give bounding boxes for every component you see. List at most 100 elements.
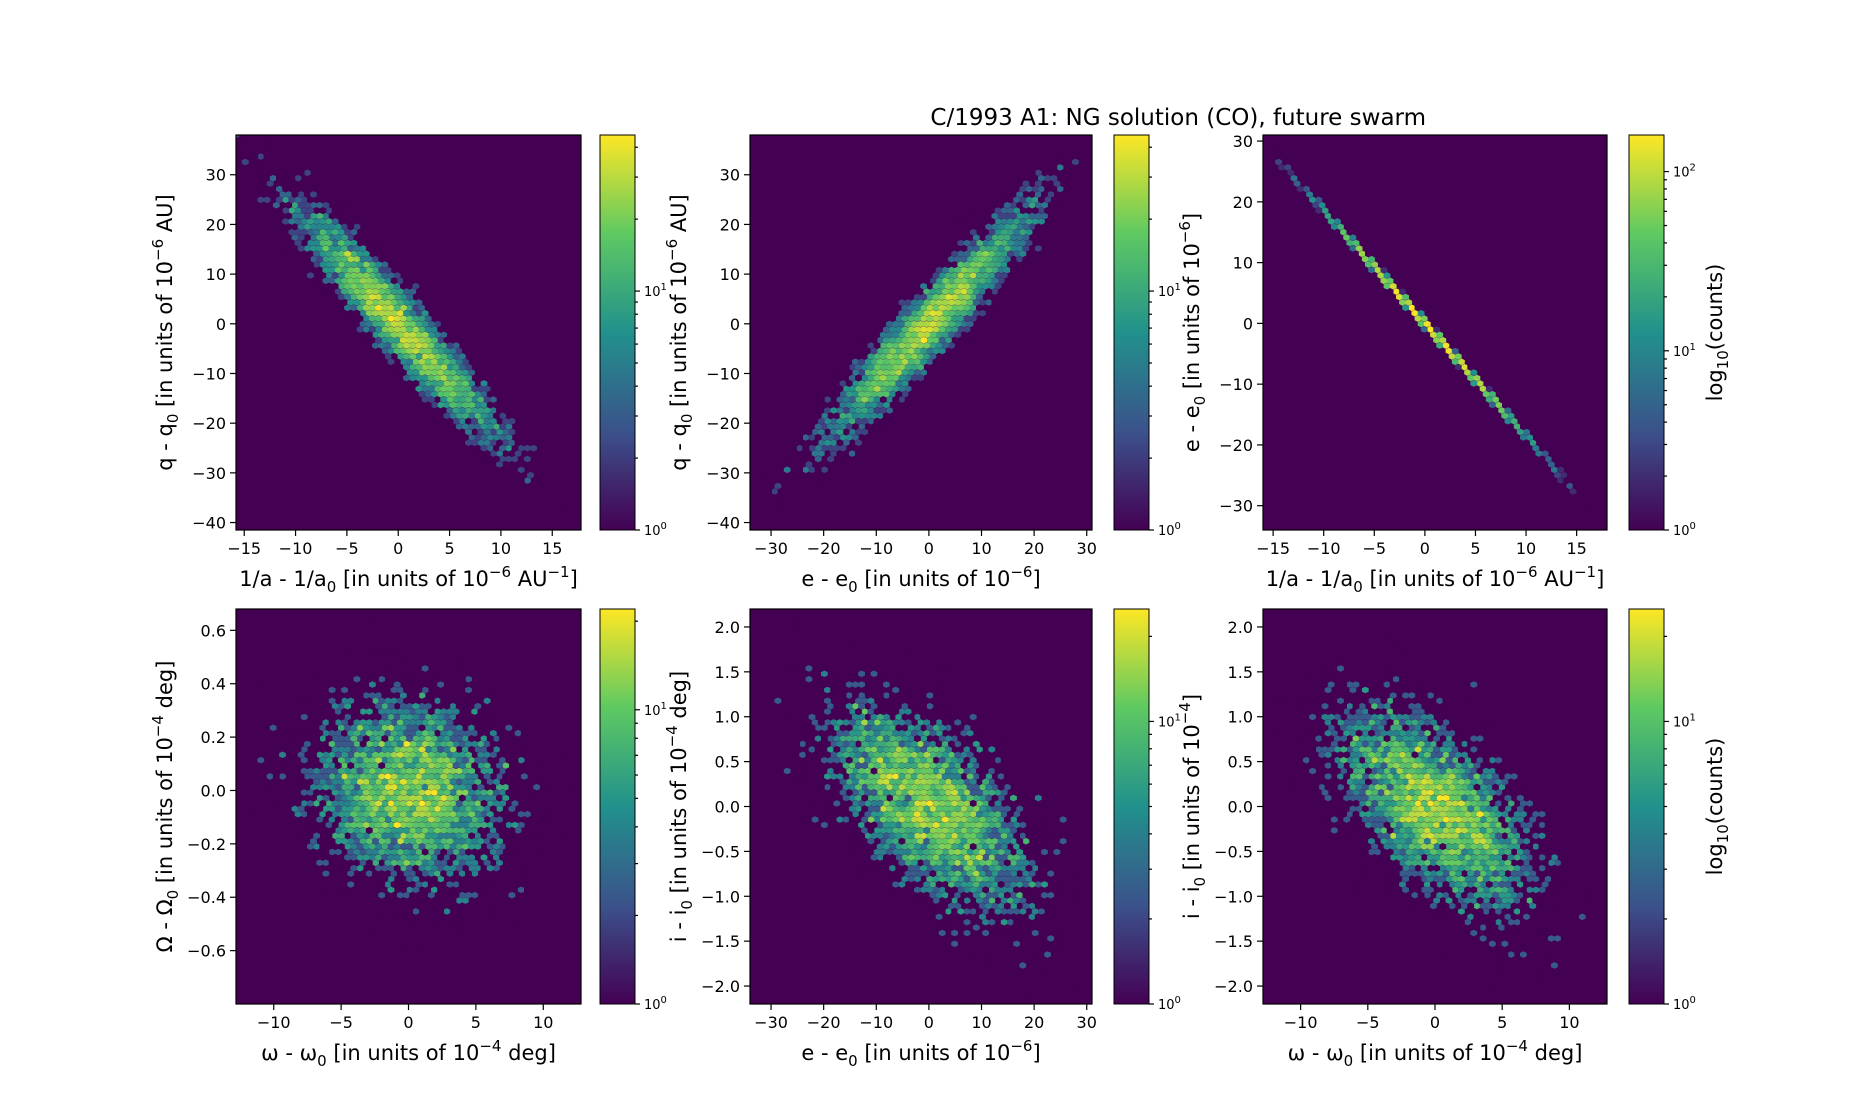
hex-bin bbox=[1544, 455, 1552, 463]
hex-bin bbox=[898, 837, 906, 845]
hex-bin bbox=[910, 363, 918, 371]
hex-bin bbox=[957, 886, 965, 894]
hex-bin bbox=[910, 827, 918, 834]
hex-bin bbox=[867, 773, 875, 780]
hex-bin bbox=[774, 482, 782, 490]
hex-bin bbox=[1467, 837, 1475, 845]
hex-bin bbox=[842, 665, 850, 672]
hex-bin bbox=[1380, 773, 1388, 780]
hex-bin bbox=[489, 816, 497, 823]
hex-bin bbox=[381, 854, 389, 861]
hex-bin bbox=[403, 299, 410, 306]
hex-bin bbox=[1315, 735, 1323, 742]
hex-bin bbox=[1380, 740, 1388, 748]
hex-bin bbox=[1442, 794, 1450, 802]
hex-bin bbox=[1430, 783, 1437, 791]
hex-bin bbox=[347, 708, 355, 715]
hex-bin bbox=[929, 827, 937, 834]
hex-bin bbox=[1408, 735, 1416, 742]
hex-bin bbox=[793, 450, 800, 457]
hex-bin bbox=[300, 756, 308, 764]
hex-bin bbox=[483, 740, 491, 748]
hex-bin bbox=[331, 239, 339, 247]
hex-bin bbox=[917, 837, 924, 845]
hex-bin bbox=[403, 783, 410, 791]
hex-bin bbox=[1013, 196, 1020, 204]
hex-bin bbox=[1498, 827, 1506, 834]
hex-bin bbox=[449, 390, 457, 398]
hex-bin bbox=[1448, 740, 1456, 748]
hex-bin bbox=[914, 832, 921, 840]
hex-bin bbox=[914, 897, 921, 904]
hex-bin bbox=[375, 326, 382, 333]
hex-bin bbox=[1510, 827, 1518, 834]
hex-bin bbox=[511, 767, 519, 775]
hex-bin bbox=[1492, 396, 1499, 403]
hex-bin bbox=[1065, 169, 1073, 177]
hex-bin bbox=[1034, 169, 1042, 177]
hex-bin bbox=[1377, 800, 1385, 807]
hex-bin bbox=[514, 794, 522, 802]
hex-bin bbox=[458, 396, 466, 403]
hex-bin bbox=[334, 827, 342, 834]
hex-bin bbox=[437, 886, 444, 894]
hex-bin bbox=[356, 304, 364, 312]
hex-bin bbox=[387, 875, 395, 883]
hex-bin bbox=[1482, 778, 1490, 786]
hex-bin bbox=[1352, 886, 1360, 894]
hex-bin bbox=[1504, 837, 1512, 845]
hex-bin bbox=[938, 854, 946, 861]
hex-bin bbox=[861, 740, 869, 748]
hex-bin bbox=[1489, 821, 1496, 829]
hex-bin bbox=[805, 740, 813, 748]
hex-bin bbox=[489, 719, 497, 726]
hex-bin bbox=[941, 708, 949, 715]
hex-bin bbox=[957, 250, 965, 258]
hex-bin bbox=[982, 228, 989, 236]
hex-bin bbox=[1427, 326, 1434, 333]
hex-bin bbox=[976, 832, 983, 840]
hex-bin bbox=[941, 665, 949, 672]
hex-bin bbox=[879, 396, 887, 403]
y-tick-label: 1.5 bbox=[715, 663, 740, 682]
hex-bin bbox=[1272, 735, 1279, 742]
hex-bin bbox=[353, 245, 361, 252]
hex-bin bbox=[1340, 789, 1347, 796]
hex-bin bbox=[334, 234, 342, 241]
hex-bin bbox=[325, 228, 333, 236]
hex-bin bbox=[1352, 681, 1360, 688]
hex-bin bbox=[483, 913, 491, 921]
hex-bin bbox=[272, 740, 280, 748]
hex-bin bbox=[1028, 870, 1036, 877]
hex-bin bbox=[883, 767, 890, 775]
hex-bin bbox=[876, 336, 884, 344]
hex-bin bbox=[1097, 137, 1104, 144]
hex-bin bbox=[932, 724, 940, 732]
hex-bin bbox=[1461, 827, 1468, 834]
hex-bin bbox=[458, 837, 466, 845]
hex-bin bbox=[334, 729, 342, 737]
hex-bin bbox=[926, 800, 934, 807]
hex-bin bbox=[938, 821, 946, 829]
hex-bin bbox=[452, 837, 460, 845]
hex-bin bbox=[979, 827, 986, 834]
hex-bin bbox=[1062, 940, 1070, 948]
hex-bin bbox=[483, 697, 491, 705]
hex-bin bbox=[455, 918, 463, 926]
hex-bin bbox=[325, 713, 333, 721]
hex-bin bbox=[1402, 746, 1409, 753]
hex-bin bbox=[1321, 810, 1329, 818]
hex-bin bbox=[938, 304, 946, 312]
hex-bin bbox=[341, 708, 348, 715]
hex-bin bbox=[920, 713, 927, 721]
hex-bin bbox=[1000, 864, 1008, 872]
hex-bin bbox=[1445, 767, 1453, 775]
hex-bin bbox=[870, 412, 878, 420]
hex-bin bbox=[833, 810, 841, 818]
hex-bin bbox=[334, 697, 342, 705]
hex-bin bbox=[372, 729, 379, 737]
hex-bin bbox=[328, 266, 336, 274]
hex-bin bbox=[446, 881, 454, 888]
hex-bin bbox=[378, 794, 386, 802]
